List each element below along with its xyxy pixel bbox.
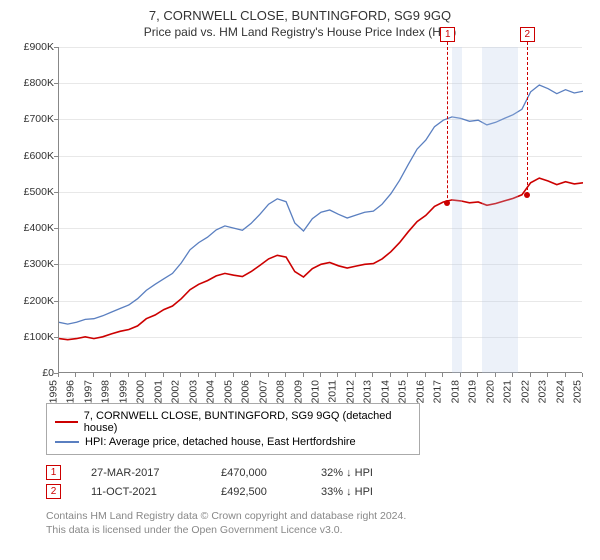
sale-price: £492,500 (221, 486, 291, 498)
annotation-line (447, 42, 448, 203)
x-tick-mark (285, 373, 286, 377)
sale-date: 27-MAR-2017 (91, 467, 191, 479)
x-tick-mark (180, 373, 181, 377)
x-tick-mark (442, 373, 443, 377)
x-tick-mark (128, 373, 129, 377)
x-tick-mark (425, 373, 426, 377)
y-tick-label: £900K (14, 41, 54, 53)
x-tick-mark (93, 373, 94, 377)
chart-title: 7, CORNWELL CLOSE, BUNTINGFORD, SG9 9GQ (14, 8, 586, 23)
x-tick-mark (565, 373, 566, 377)
sale-price: £470,000 (221, 467, 291, 479)
legend-swatch (55, 421, 78, 423)
y-tick-label: £600K (14, 150, 54, 162)
y-tick-label: £0 (14, 367, 54, 379)
sale-index-box: 1 (46, 465, 61, 480)
annotation-box: 2 (520, 27, 535, 42)
plot-region: 12 (58, 47, 582, 373)
x-tick-mark (215, 373, 216, 377)
chart-container: 7, CORNWELL CLOSE, BUNTINGFORD, SG9 9GQ … (0, 0, 600, 560)
y-tick-label: £400K (14, 222, 54, 234)
x-tick-mark (495, 373, 496, 377)
x-tick-mark (233, 373, 234, 377)
annotation-line (527, 42, 528, 195)
x-tick-mark (477, 373, 478, 377)
sale-index-box: 2 (46, 484, 61, 499)
footer-line: Contains HM Land Registry data © Crown c… (46, 509, 586, 523)
sale-row: 2 11-OCT-2021 £492,500 33% ↓ HPI (46, 482, 586, 501)
footer-line: This data is licensed under the Open Gov… (46, 523, 586, 537)
legend-swatch (55, 441, 79, 443)
x-tick-mark (75, 373, 76, 377)
x-tick-mark (163, 373, 164, 377)
y-tick-label: £500K (14, 186, 54, 198)
legend-label: 7, CORNWELL CLOSE, BUNTINGFORD, SG9 9GQ … (84, 410, 411, 434)
x-tick-mark (355, 373, 356, 377)
x-tick-mark (320, 373, 321, 377)
x-tick-mark (512, 373, 513, 377)
sale-diff: 33% ↓ HPI (321, 486, 401, 498)
legend: 7, CORNWELL CLOSE, BUNTINGFORD, SG9 9GQ … (46, 403, 420, 455)
x-tick-mark (372, 373, 373, 377)
x-tick-label: 2025 (572, 380, 593, 403)
legend-item: HPI: Average price, detached house, East… (55, 435, 411, 449)
sale-row: 1 27-MAR-2017 £470,000 32% ↓ HPI (46, 463, 586, 482)
annotation-box: 1 (440, 27, 455, 42)
y-tick-label: £700K (14, 113, 54, 125)
x-tick-mark (145, 373, 146, 377)
x-tick-mark (110, 373, 111, 377)
x-tick-mark (530, 373, 531, 377)
x-tick-mark (250, 373, 251, 377)
sales-table: 1 27-MAR-2017 £470,000 32% ↓ HPI 2 11-OCT-202… (46, 463, 586, 501)
y-tick-label: £800K (14, 77, 54, 89)
x-tick-mark (268, 373, 269, 377)
sale-diff: 32% ↓ HPI (321, 467, 401, 479)
chart-subtitle: Price paid vs. HM Land Registry's House … (14, 25, 586, 39)
footer: Contains HM Land Registry data © Crown c… (46, 509, 586, 537)
shaded-band (452, 47, 462, 373)
x-tick-mark (390, 373, 391, 377)
x-tick-mark (547, 373, 548, 377)
x-tick-mark (460, 373, 461, 377)
x-tick-mark (58, 373, 59, 377)
y-tick-label: £200K (14, 295, 54, 307)
x-tick-mark (582, 373, 583, 377)
legend-item: 7, CORNWELL CLOSE, BUNTINGFORD, SG9 9GQ … (55, 409, 411, 435)
x-tick-mark (407, 373, 408, 377)
x-tick-mark (337, 373, 338, 377)
x-tick-mark (303, 373, 304, 377)
legend-label: HPI: Average price, detached house, East… (85, 436, 356, 448)
shaded-band (482, 47, 519, 373)
chart-area: £0 £100K £200K £300K £400K £500K £600K £700K £80… (14, 47, 586, 399)
sale-date: 11-OCT-2021 (91, 486, 191, 498)
x-tick-mark (198, 373, 199, 377)
y-tick-label: £100K (14, 331, 54, 343)
y-tick-label: £300K (14, 258, 54, 270)
